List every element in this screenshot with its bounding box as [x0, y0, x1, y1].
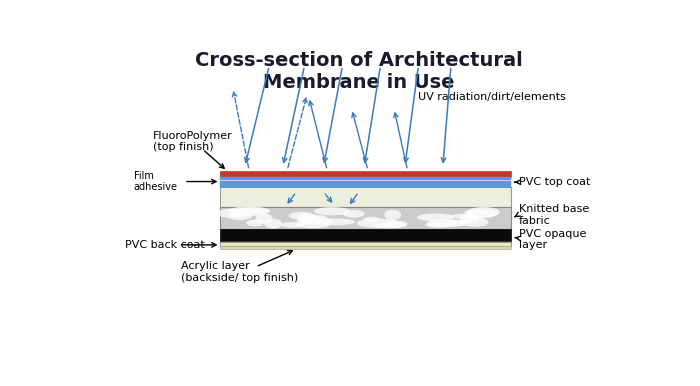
Ellipse shape — [384, 220, 407, 227]
Ellipse shape — [314, 207, 350, 215]
Text: Acrylic layer
(backside/ top finish): Acrylic layer (backside/ top finish) — [181, 261, 298, 283]
Ellipse shape — [264, 219, 282, 229]
Bar — [220, 229, 510, 241]
Ellipse shape — [427, 219, 468, 227]
Ellipse shape — [246, 220, 264, 227]
Ellipse shape — [288, 212, 313, 220]
Bar — [220, 188, 510, 207]
Bar — [220, 184, 510, 187]
Ellipse shape — [215, 209, 251, 218]
Ellipse shape — [417, 213, 454, 221]
Bar — [220, 178, 510, 180]
Ellipse shape — [450, 214, 476, 219]
Ellipse shape — [316, 218, 355, 225]
Ellipse shape — [374, 222, 407, 228]
Text: Cross-section of Architectural
Membrane in Use: Cross-section of Architectural Membrane … — [195, 51, 523, 92]
Ellipse shape — [297, 213, 317, 222]
Bar — [220, 242, 510, 246]
Bar — [220, 171, 510, 177]
Ellipse shape — [295, 221, 330, 228]
Ellipse shape — [461, 218, 489, 227]
Ellipse shape — [228, 207, 270, 216]
Ellipse shape — [468, 207, 500, 217]
Bar — [220, 246, 510, 249]
Bar — [220, 207, 510, 229]
Ellipse shape — [256, 213, 272, 223]
Ellipse shape — [281, 222, 304, 228]
Text: Film
adhesive: Film adhesive — [134, 171, 178, 192]
Ellipse shape — [299, 215, 327, 221]
Text: PVC top coat: PVC top coat — [519, 177, 590, 187]
Ellipse shape — [426, 222, 452, 228]
Ellipse shape — [384, 210, 401, 220]
Ellipse shape — [357, 218, 400, 228]
Ellipse shape — [228, 212, 252, 220]
Bar — [220, 181, 510, 184]
Ellipse shape — [363, 217, 380, 222]
Text: PVC opaque
layer: PVC opaque layer — [519, 229, 586, 250]
Text: UV radiation/dirt/elements: UV radiation/dirt/elements — [419, 92, 566, 102]
Ellipse shape — [460, 214, 480, 223]
Ellipse shape — [343, 210, 365, 218]
Ellipse shape — [297, 217, 332, 225]
Text: PVC back coat: PVC back coat — [125, 240, 205, 250]
Text: FluoroPolymer
(top finish): FluoroPolymer (top finish) — [153, 130, 232, 152]
Ellipse shape — [232, 208, 270, 213]
Ellipse shape — [444, 220, 466, 226]
Text: Knitted base
fabric: Knitted base fabric — [519, 204, 589, 226]
Ellipse shape — [464, 208, 498, 218]
